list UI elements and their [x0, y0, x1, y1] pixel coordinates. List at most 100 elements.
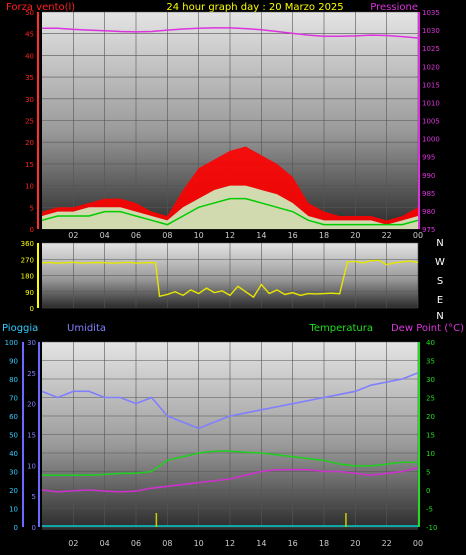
rain-y-tick: 80: [9, 376, 18, 384]
temp-y-tick: 0: [426, 487, 430, 495]
rain-label: Pioggia: [2, 323, 38, 334]
humidity-label: Umidita: [67, 323, 106, 334]
temp-y-tick: -10: [426, 524, 437, 532]
pressure-line: [42, 27, 419, 39]
temp-x-tick: 04: [100, 539, 110, 548]
temperature-grid: [42, 341, 419, 528]
wind-x-tick: 00: [413, 231, 423, 240]
wind-x-tick: 12: [225, 231, 235, 240]
temp-y-tick: 15: [426, 432, 435, 440]
humidity-y-tick: 25: [27, 370, 36, 378]
wind-x-tick: 14: [256, 231, 266, 240]
pressure-y-tick: 1030: [422, 27, 440, 35]
wind-x-tick: 02: [68, 231, 78, 240]
temp-y-tick: 30: [426, 376, 435, 384]
wind-x-tick: 20: [350, 231, 360, 240]
temperature-label: Temperatura: [308, 323, 373, 334]
temp-x-tick: 18: [319, 539, 329, 548]
temp-y-tick: 10: [426, 450, 435, 458]
wind-y-tick: 30: [25, 96, 34, 104]
temp-x-tick: 14: [256, 539, 266, 548]
wind-x-tick: 18: [319, 231, 329, 240]
dewpoint-label: Dew Point (°C): [391, 323, 464, 334]
chart-title: 24 hour graph day : 20 Marzo 2025: [166, 2, 343, 13]
avg-wind-line: [41, 197, 419, 226]
wind-y-tick: 20: [25, 139, 34, 147]
compass-label: E: [437, 295, 443, 306]
pressure-y-tick: 1000: [422, 136, 440, 144]
compass-label: N: [436, 238, 443, 249]
dewpoint-line: [41, 467, 419, 493]
rain-y-tick: 60: [9, 413, 18, 421]
temp-y-tick: 5: [426, 469, 430, 477]
temp-x-tick: 16: [288, 539, 298, 548]
compass-label: N: [436, 311, 443, 322]
temperature-axes: -10-505101520253035400102030405060708090…: [5, 339, 438, 548]
compass-label: W: [435, 257, 445, 268]
temperature-line: [42, 450, 418, 476]
temp-x-tick: 20: [350, 539, 360, 548]
direction-marks: [41, 259, 419, 299]
compass-label: S: [437, 276, 443, 287]
wind-y-tick: 0: [30, 226, 34, 234]
pressure-label: Pressione: [370, 2, 418, 13]
temp-x-tick: 08: [162, 539, 172, 548]
direction-line: [41, 259, 419, 299]
rain-y-tick: 30: [9, 469, 18, 477]
wind-marks: [41, 27, 419, 229]
temperature-marks: [41, 372, 419, 527]
wind-y-tick: 5: [30, 204, 34, 212]
wind-x-tick: 04: [100, 231, 110, 240]
direction-y-tick: 360: [21, 240, 34, 248]
pressure-y-tick: 975: [422, 226, 435, 234]
pressure-y-tick: 995: [422, 154, 435, 162]
pressure-y-tick: 990: [422, 172, 435, 180]
temperature-panel: Pioggia Umidita Temperatura Dew Point (°…: [2, 323, 464, 548]
wind-y-tick: 40: [25, 52, 34, 60]
direction-grid: [42, 242, 419, 309]
rain-y-tick: 0: [14, 524, 18, 532]
direction-y-tick: 90: [25, 289, 34, 297]
wind-y-tick: 35: [25, 74, 34, 82]
rain-y-tick: 90: [9, 358, 18, 366]
temp-x-tick: 00: [413, 539, 423, 548]
pressure-y-tick: 1035: [422, 9, 440, 17]
humidity-y-tick: 20: [27, 401, 36, 409]
humidity-y-tick: 0: [32, 524, 36, 532]
pressure-y-tick: 1025: [422, 45, 440, 53]
temp-x-tick: 10: [194, 539, 204, 548]
rain-y-tick: 20: [9, 487, 18, 495]
wind-x-tick: 16: [288, 231, 298, 240]
rain-y-tick: 10: [9, 506, 18, 514]
pressure-y-tick: 980: [422, 208, 435, 216]
temp-y-tick: -5: [426, 506, 433, 514]
rain-y-tick: 40: [9, 450, 18, 458]
pressure-y-tick: 1015: [422, 81, 440, 89]
pressure-y-tick: 1005: [422, 118, 440, 126]
rain-y-tick: 100: [5, 339, 18, 347]
temp-x-tick: 06: [131, 539, 141, 548]
pressure-y-tick: 985: [422, 190, 435, 198]
temp-y-tick: 40: [426, 339, 435, 347]
direction-y-tick: 180: [21, 273, 34, 281]
temp-y-tick: 20: [426, 413, 435, 421]
wind-y-tick: 50: [25, 9, 34, 17]
temp-y-tick: 25: [426, 395, 435, 403]
wind-x-tick: 08: [162, 231, 172, 240]
wind-y-tick: 45: [25, 31, 34, 39]
humidity-y-tick: 5: [32, 493, 36, 501]
rain-y-tick: 70: [9, 395, 18, 403]
direction-y-tick: 270: [21, 256, 34, 264]
temp-y-tick: 35: [426, 358, 435, 366]
wind-y-tick: 15: [25, 161, 34, 169]
direction-y-tick: 0: [30, 305, 34, 313]
pressure-y-tick: 1020: [422, 63, 440, 71]
wind-x-tick: 06: [131, 231, 141, 240]
pressure-y-tick: 1010: [422, 99, 440, 107]
wind-axes: 0510152025303540455097598098599099510001…: [25, 9, 440, 240]
wind-y-tick: 25: [25, 118, 34, 126]
humidity-y-tick: 15: [27, 432, 36, 440]
wind-pressure-panel: Forza vento(l) 24 hour graph day : 20 Ma…: [6, 2, 440, 240]
